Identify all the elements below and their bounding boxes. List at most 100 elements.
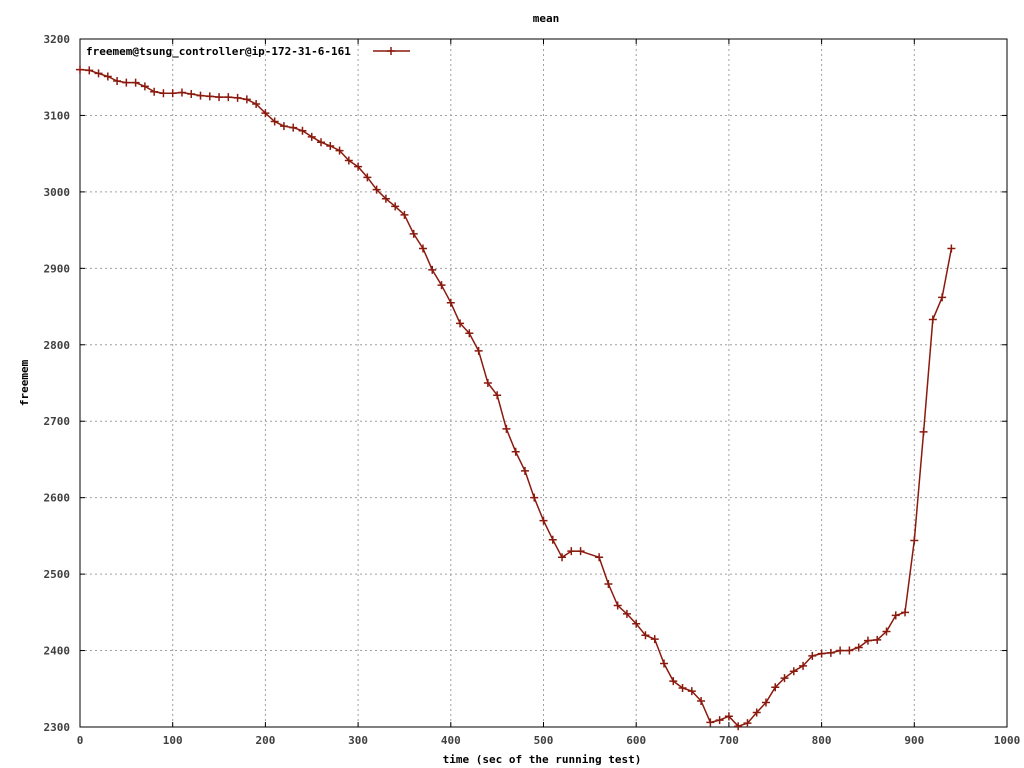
x-tick-label: 0 (77, 734, 84, 747)
data-point (567, 547, 576, 556)
data-point (187, 90, 196, 99)
x-axis-label: time (sec of the running test) (443, 753, 642, 766)
x-tick-label: 900 (904, 734, 924, 747)
chart-title: mean (533, 12, 560, 25)
data-point (122, 78, 131, 87)
data-point (381, 194, 390, 203)
data-point (660, 659, 669, 668)
data-point (650, 635, 659, 644)
data-point (354, 162, 363, 171)
data-point (418, 244, 427, 253)
x-tick-label: 300 (348, 734, 368, 747)
grid-lines (80, 39, 1007, 727)
y-tick-label: 2700 (44, 415, 71, 428)
data-point (76, 65, 84, 74)
data-point (289, 123, 298, 132)
data-point (140, 82, 149, 91)
x-tick-label: 600 (626, 734, 646, 747)
data-point (270, 117, 279, 126)
data-point (465, 329, 474, 338)
data-point (177, 88, 186, 97)
data-point (724, 712, 733, 721)
legend-label: freemem@tsung_controller@ip-172-31-6-161 (86, 45, 351, 58)
data-point (548, 535, 557, 544)
x-tick-label: 700 (719, 734, 739, 747)
y-tick-label: 3000 (44, 186, 71, 199)
y-axis-label: freemem (18, 359, 31, 406)
x-tick-label: 100 (163, 734, 183, 747)
data-point (817, 649, 826, 658)
data-point (873, 635, 882, 644)
data-point (752, 708, 761, 717)
data-point (539, 516, 548, 525)
data-point (678, 684, 687, 693)
data-point (845, 646, 854, 655)
data-point (400, 210, 409, 219)
data-point (558, 553, 567, 562)
data-point (483, 379, 492, 387)
data-point (789, 667, 798, 676)
data-point (159, 89, 168, 98)
data-point (493, 391, 502, 400)
data-point (205, 92, 214, 101)
data-point (317, 138, 326, 147)
series-freemem (76, 65, 956, 731)
data-point (437, 281, 446, 290)
data-point (669, 677, 678, 686)
data-point (344, 156, 353, 165)
data-point (854, 643, 863, 652)
data-point (456, 319, 465, 328)
data-point (103, 72, 112, 81)
data-point (613, 601, 622, 610)
x-axis-ticks: 0 100 200 300 400 500 600 700 800 900 1000 (77, 39, 1021, 747)
y-tick-label: 2400 (44, 645, 71, 658)
data-point (409, 229, 418, 238)
data-point (891, 611, 900, 620)
data-point (826, 648, 835, 657)
data-point (947, 244, 956, 253)
data-point (391, 202, 400, 211)
y-tick-label: 2900 (44, 262, 71, 275)
data-point (687, 687, 696, 696)
data-point (622, 609, 631, 618)
data-point (808, 651, 817, 660)
y-tick-label: 2300 (44, 721, 71, 734)
x-tick-label: 200 (255, 734, 275, 747)
data-point (233, 93, 242, 102)
data-point (799, 661, 808, 670)
data-point (113, 77, 122, 86)
data-point (706, 718, 715, 727)
data-point (863, 636, 872, 645)
data-point (298, 126, 307, 135)
data-point (743, 719, 752, 728)
data-point (502, 424, 511, 433)
data-point (511, 447, 520, 456)
data-point (697, 697, 706, 706)
data-point (428, 265, 437, 274)
data-point (326, 142, 335, 151)
data-point (215, 93, 224, 102)
legend: freemem@tsung_controller@ip-172-31-6-161 (86, 45, 410, 58)
plot-frame (79, 38, 1008, 728)
data-point (771, 683, 780, 692)
y-tick-label: 2800 (44, 339, 71, 352)
data-point (530, 493, 539, 502)
data-point (150, 87, 159, 96)
x-tick-label: 400 (441, 734, 461, 747)
data-point (474, 346, 483, 355)
data-point (761, 698, 770, 707)
y-tick-label: 2500 (44, 568, 71, 581)
x-tick-label: 1000 (994, 734, 1021, 747)
data-point (734, 722, 743, 731)
data-point (780, 674, 789, 683)
data-point (910, 536, 919, 545)
data-point (261, 109, 270, 118)
data-point (242, 95, 251, 104)
data-point (576, 547, 585, 556)
data-point (446, 298, 455, 307)
data-point (938, 293, 947, 302)
data-point (335, 146, 344, 155)
data-point (279, 122, 288, 131)
y-tick-label: 2600 (44, 492, 71, 505)
